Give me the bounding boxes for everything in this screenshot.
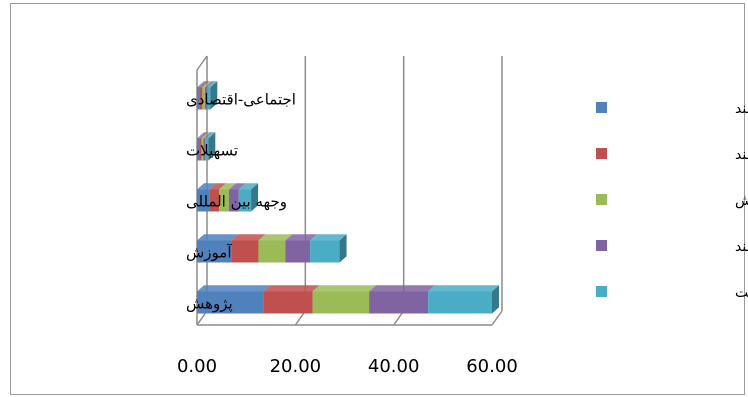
- legend-swatch: [596, 194, 607, 205]
- bar-top-face: [207, 81, 218, 88]
- bar-top-face: [204, 81, 215, 88]
- bar-side-face: [492, 285, 499, 314]
- bar-segment: [285, 240, 311, 263]
- bar-top-face: [205, 132, 216, 139]
- bar-segment: [263, 291, 313, 314]
- bar-segment: [258, 240, 286, 263]
- x-tick-labels: 0.00 20.00 40.00 60.00: [177, 356, 518, 377]
- wall-edge: [196, 55, 208, 71]
- category-label: تسهیلات: [186, 142, 238, 160]
- bar-segment: [369, 291, 429, 314]
- bar-top-face: [369, 285, 436, 292]
- bar-top-face: [203, 132, 213, 139]
- category-label: وجهه بین المللی: [186, 193, 287, 211]
- bar-segment: [199, 138, 202, 161]
- legend-swatch: [596, 286, 607, 297]
- bar-segment: [238, 189, 252, 212]
- bar-top-face: [199, 132, 209, 139]
- bar-side-face: [339, 234, 347, 263]
- legend-label: شبکه دانش: [735, 193, 748, 209]
- bar-segment: [201, 138, 204, 161]
- bar-top-face: [197, 234, 239, 241]
- legend-label: زیرساخت: [735, 285, 748, 301]
- bar-top-face: [197, 132, 207, 139]
- bar-side-face: [208, 132, 216, 161]
- bar-top-face: [197, 81, 207, 88]
- bar-segment: [197, 240, 232, 263]
- bar-segment: [197, 87, 200, 110]
- bar-top-face: [197, 183, 217, 190]
- bar-segment: [205, 138, 209, 161]
- legend-label: مدیریت هوشمند: [735, 101, 748, 117]
- bars: [197, 81, 499, 314]
- bar-segment: [203, 138, 206, 161]
- bar-top-face: [238, 183, 259, 190]
- bar-top-face: [201, 132, 211, 139]
- legend-label: افراد هوشمند: [735, 147, 748, 163]
- legend-swatch: [596, 148, 607, 159]
- chart-frame: [10, 3, 745, 395]
- x-tick-label: 20.00: [270, 356, 322, 377]
- bar-segment: [312, 291, 370, 314]
- bar-segment: [204, 87, 208, 110]
- bar-segment: [207, 87, 211, 110]
- bar-top-face: [199, 81, 210, 88]
- legend-swatch: [596, 102, 607, 113]
- bar-segment: [197, 189, 210, 212]
- legend-label: محیط هوشمند: [735, 239, 748, 255]
- bar-side-face: [251, 183, 259, 212]
- bar-top-face: [310, 234, 347, 241]
- bar-top-face: [209, 183, 227, 190]
- category-label: اجتماعی-اقتصادی: [186, 91, 296, 109]
- bar-top-face: [263, 285, 320, 292]
- bar-segment: [310, 240, 340, 263]
- x-tick-label: 60.00: [466, 356, 518, 377]
- bar-top-face: [258, 234, 293, 241]
- bar-segment: [209, 189, 220, 212]
- category-label: آموزش: [186, 244, 232, 262]
- bar-segment: [202, 87, 205, 110]
- bar-top-face: [285, 234, 318, 241]
- bar-top-face: [197, 285, 271, 292]
- bar-top-face: [202, 81, 212, 88]
- bar-segment: [219, 189, 229, 212]
- legend: مدیریت هوشمند افراد هوشمند شبکه دانش محیط ه…: [596, 101, 748, 301]
- bar-top-face: [219, 183, 236, 190]
- bar-top-face: [428, 285, 499, 292]
- bar-segment: [231, 240, 259, 263]
- legend-swatch: [596, 240, 607, 251]
- category-labels: پژوهش آموزش وجهه بین المللی تسهیلات اجتماعی-…: [186, 91, 296, 314]
- bar-top-face: [231, 234, 266, 241]
- bar-segment: [428, 291, 492, 314]
- floor-gridline: [491, 310, 503, 326]
- bar-segment: [199, 87, 203, 110]
- bar-segment: [228, 189, 239, 212]
- x-tick-label: 0.00: [177, 356, 217, 377]
- bar-side-face: [210, 81, 218, 110]
- category-label: پژوهش: [186, 295, 233, 314]
- bar-top-face: [312, 285, 377, 292]
- bar-top-face: [228, 183, 246, 190]
- bar-segment: [197, 291, 264, 314]
- bar-segment: [197, 138, 200, 161]
- x-tick-label: 40.00: [368, 356, 420, 377]
